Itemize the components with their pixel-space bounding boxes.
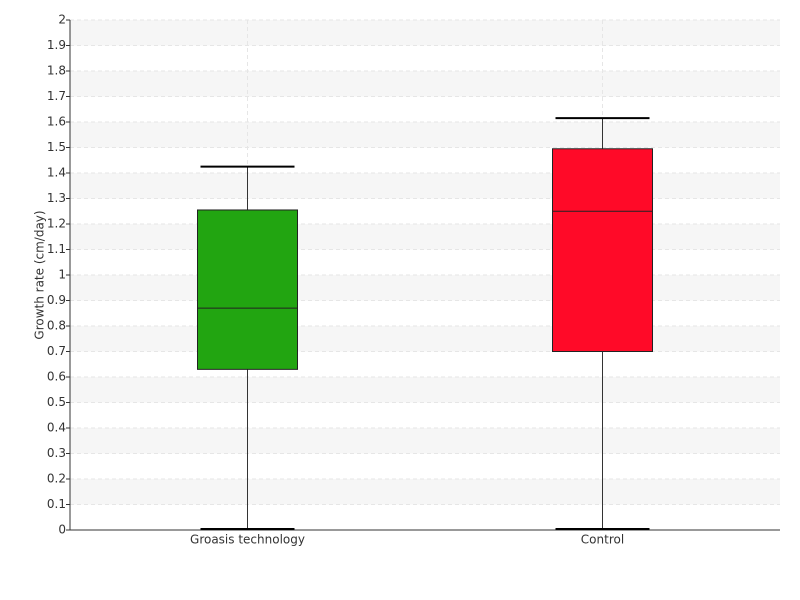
y-tick-label: 1.1 xyxy=(47,242,66,256)
y-tick-label: 0.4 xyxy=(47,421,66,435)
y-tick-label: 1.5 xyxy=(47,140,66,154)
y-tick-label: 0.8 xyxy=(47,319,66,333)
y-tick-label: 1.7 xyxy=(47,89,66,103)
y-tick-label: 1.2 xyxy=(47,217,66,231)
y-tick-label: 1.9 xyxy=(47,38,66,52)
grid-band xyxy=(70,428,780,454)
grid-band xyxy=(70,20,780,46)
grid-band xyxy=(70,224,780,250)
y-tick-label: 0 xyxy=(58,523,66,537)
y-tick-label: 0.1 xyxy=(47,497,66,511)
y-tick-label: 1.4 xyxy=(47,166,66,180)
y-tick-label: 2 xyxy=(58,13,66,27)
y-tick-label: 0.3 xyxy=(47,446,66,460)
y-tick-label: 1.3 xyxy=(47,191,66,205)
y-tick-label: 0.9 xyxy=(47,293,66,307)
grid-band xyxy=(70,173,780,199)
box xyxy=(552,148,653,352)
y-tick-label: 0.5 xyxy=(47,395,66,409)
x-tick-label: Groasis technology xyxy=(190,533,305,547)
box xyxy=(197,209,298,370)
grid-band xyxy=(70,479,780,505)
grid-band xyxy=(70,71,780,97)
y-tick-label: 1.8 xyxy=(47,64,66,78)
grid-band xyxy=(70,326,780,352)
y-tick-label: 0.7 xyxy=(47,344,66,358)
y-tick-label: 0.6 xyxy=(47,370,66,384)
grid-band xyxy=(70,122,780,148)
grid-band xyxy=(70,275,780,301)
y-tick-label: 1 xyxy=(58,268,66,282)
y-tick-label: 0.2 xyxy=(47,472,66,486)
grid-band xyxy=(70,377,780,403)
x-tick-label: Control xyxy=(581,533,624,547)
y-tick-label: 1.6 xyxy=(47,115,66,129)
y-axis-label: Growth rate (cm/day) xyxy=(33,210,47,339)
